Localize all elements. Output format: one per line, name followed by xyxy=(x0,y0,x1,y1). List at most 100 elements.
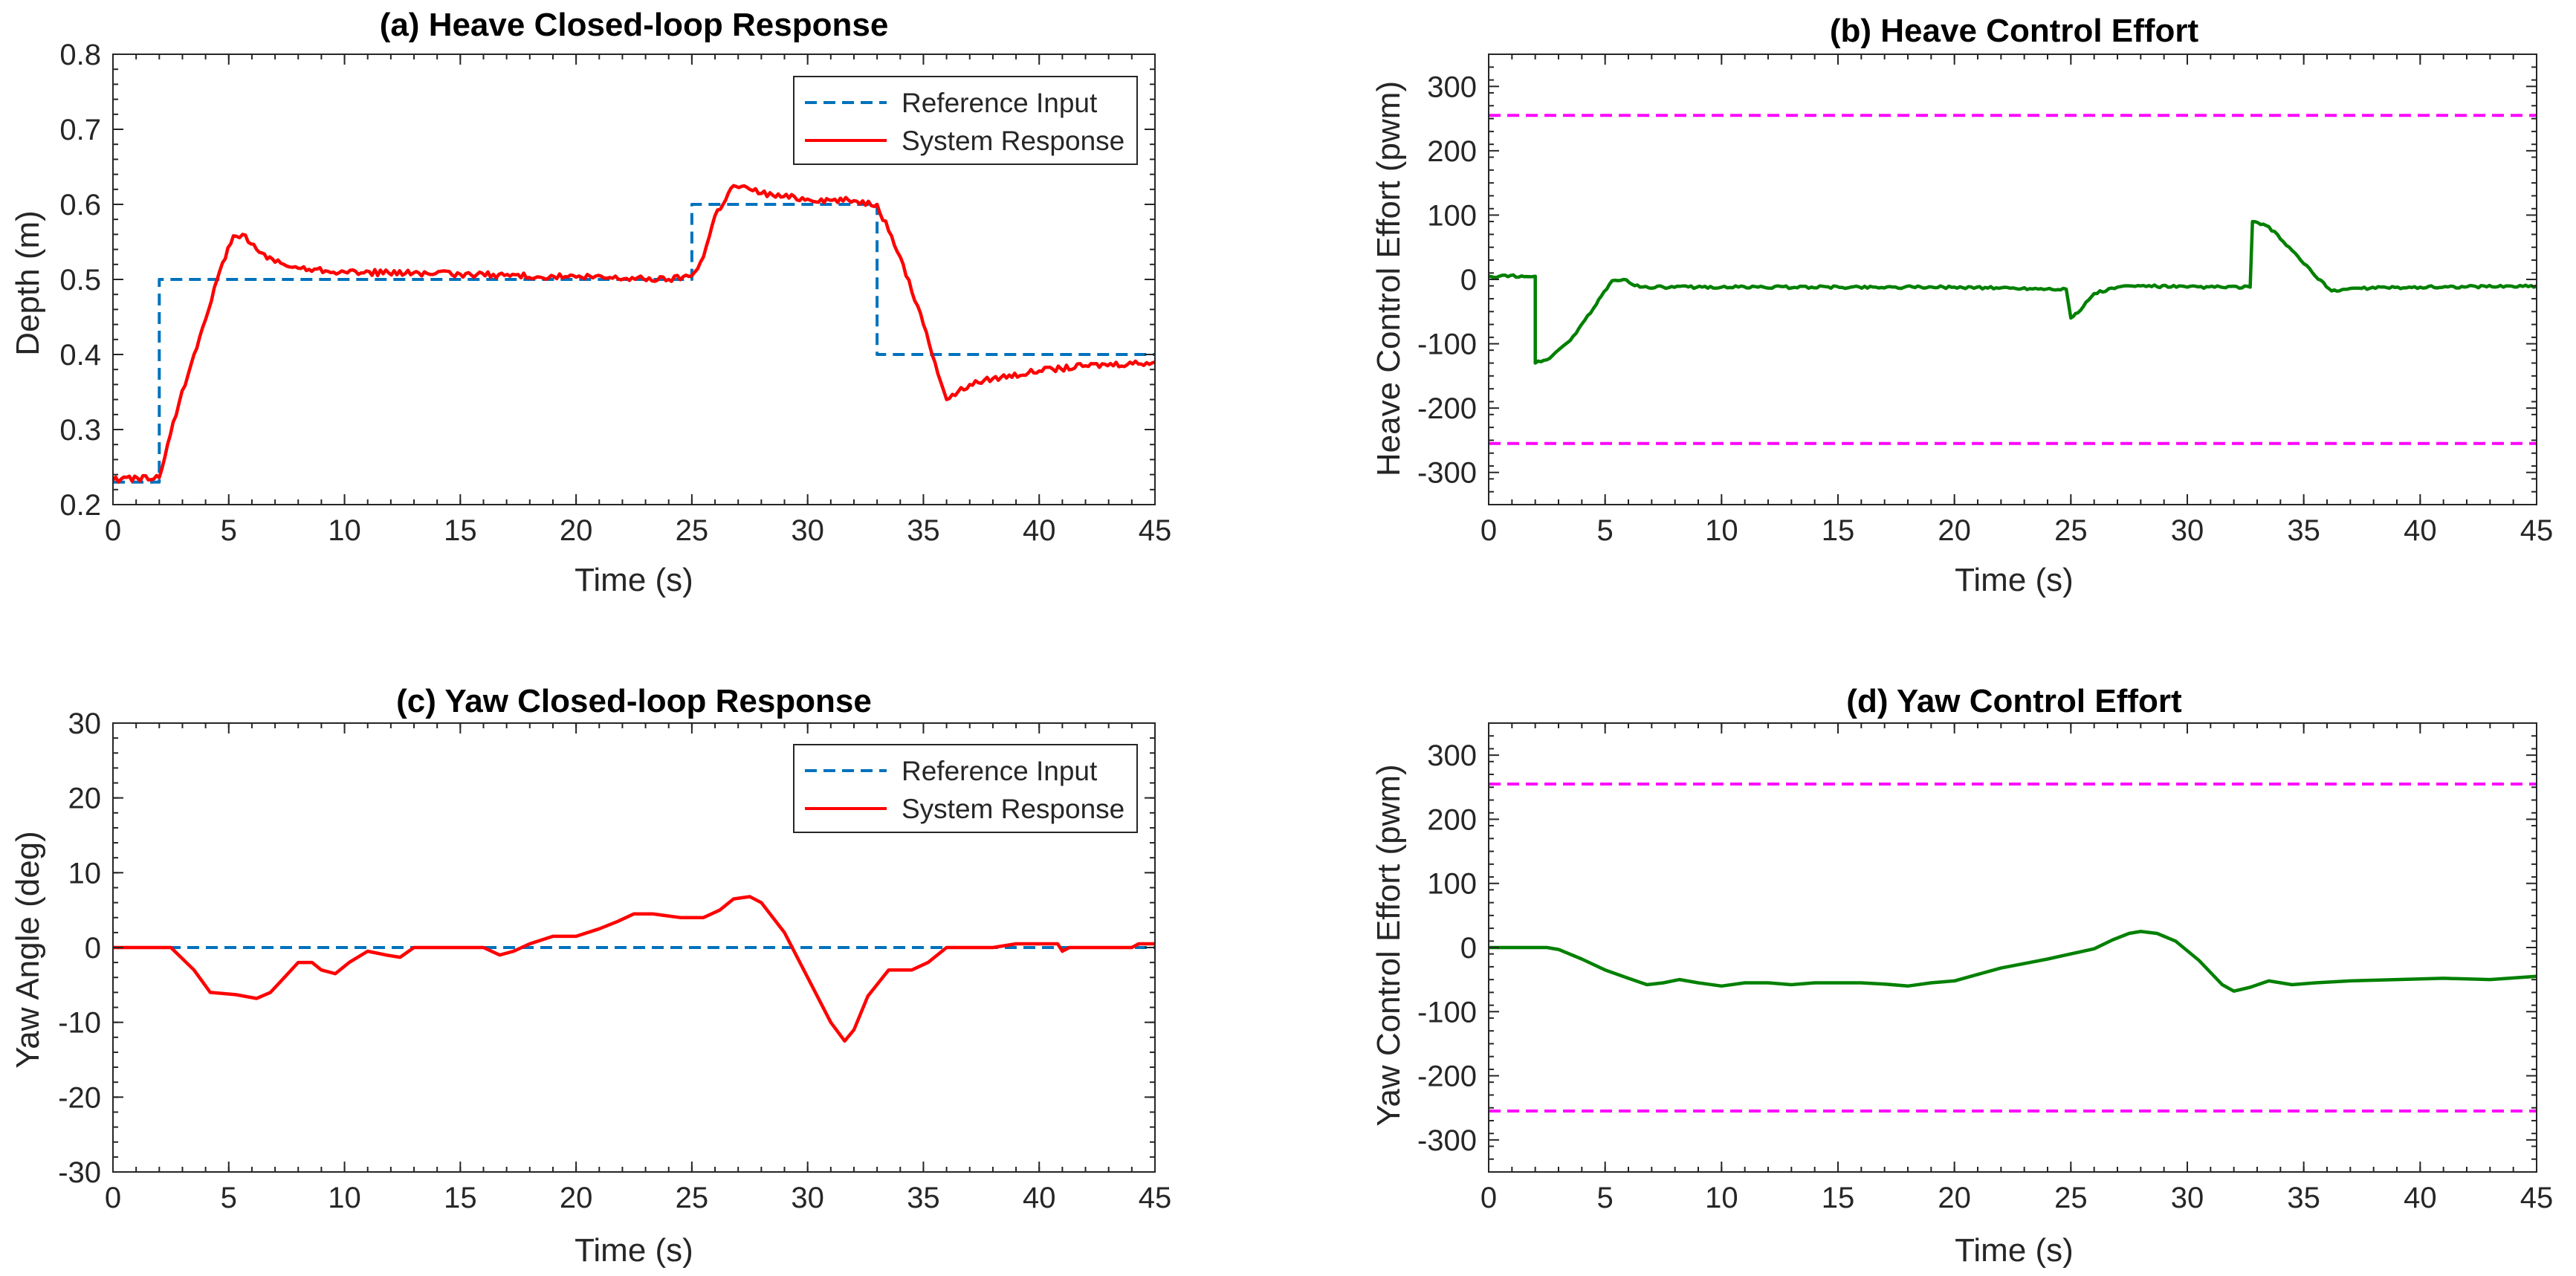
chart-a-tick-label-x: 10 xyxy=(328,514,361,547)
chart-a-plot: 0 5 10 15 20 25 30 35 40 45 0.2 0.3 0.4 0.5 0.6 0.7 0.8 xyxy=(59,39,1171,547)
chart-d-plot: 0 5 10 15 20 25 30 35 40 45 -300 -200 -100 0 100 200 300 xyxy=(1417,722,2554,1214)
chart-c-tick-label-x: 10 xyxy=(328,1182,361,1214)
chart-b-tick-label-y: 0 xyxy=(1460,264,1477,297)
chart-b-tick-label-x: 20 xyxy=(1938,514,1971,547)
chart-d-tick-label-x: 25 xyxy=(2054,1182,2088,1214)
chart-a-tick-label-y: 0.8 xyxy=(59,39,101,71)
chart-d-tick-label-y: -100 xyxy=(1417,996,1477,1029)
chart-b-xlabel: Time (s) xyxy=(1955,562,2074,598)
chart-d-tick-label-y: -200 xyxy=(1417,1060,1477,1093)
chart-c-tick-label-x: 5 xyxy=(221,1182,237,1214)
chart-d-tick-label-x: 5 xyxy=(1597,1182,1614,1214)
chart-d-tick-label-y: 0 xyxy=(1460,932,1477,965)
chart-a-tick-label-x: 25 xyxy=(676,514,709,547)
chart-d-tick-label-y: 200 xyxy=(1427,803,1477,836)
chart-c-tick-label-y: 30 xyxy=(68,707,102,740)
chart-a-tick-label-y: 0.6 xyxy=(59,189,101,221)
chart-d-tick-label-x: 40 xyxy=(2404,1182,2437,1214)
chart-b-plot: 0 5 10 15 20 25 30 35 40 45 -300 -200 -100 0 100 200 300 xyxy=(1417,54,2553,547)
chart-b-tick-label-x: 45 xyxy=(2520,514,2554,547)
chart-b-tick-label-x: 35 xyxy=(2287,514,2320,547)
chart-d-tick-label-x: 20 xyxy=(1938,1182,1971,1214)
chart-a-xlabel: Time (s) xyxy=(575,562,693,598)
chart-c-tick-label-x: 15 xyxy=(444,1182,477,1214)
chart-c-tick-label-x: 40 xyxy=(1023,1182,1056,1214)
chart-d-ylabel: Yaw Control Effort (pwm) xyxy=(1370,764,1407,1126)
chart-a-series-reference-input xyxy=(113,203,1155,484)
chart-c-tick-label-x: 25 xyxy=(676,1182,709,1214)
chart-a: (a) Heave Closed-loop Response Time (s) … xyxy=(10,7,1171,598)
chart-d-tick-label-x: 10 xyxy=(1705,1182,1738,1214)
chart-b-tick-label-x: 10 xyxy=(1705,514,1738,547)
chart-b-tick-label-x: 30 xyxy=(2171,514,2204,547)
chart-c-tick-label-y: -30 xyxy=(58,1156,101,1189)
chart-d-tick-label-y: -300 xyxy=(1417,1124,1477,1157)
chart-c-tick-label-x: 0 xyxy=(105,1182,121,1214)
chart-d-tick-label-y: 100 xyxy=(1427,868,1477,901)
chart-c-tick-label-y: 10 xyxy=(68,857,102,890)
chart-c: (c) Yaw Closed-loop Response Time (s) Ya… xyxy=(10,683,1171,1269)
chart-a-tick-label-x: 45 xyxy=(1139,514,1172,547)
chart-a-series-system-response xyxy=(113,184,1155,484)
chart-d-xlabel: Time (s) xyxy=(1955,1232,2074,1269)
chart-c-tick-label-y: -20 xyxy=(58,1081,101,1114)
chart-b-tick-label-y: 300 xyxy=(1427,71,1477,103)
chart-c-tick-label-x: 35 xyxy=(907,1182,940,1214)
chart-c-legend-box xyxy=(793,744,1138,833)
chart-a-legend: Reference Input System Response xyxy=(793,76,1138,165)
chart-b-tick-label-y: 200 xyxy=(1427,135,1477,168)
chart-a-tick-label-x: 40 xyxy=(1023,514,1056,547)
chart-a-tick-label-y: 0.4 xyxy=(59,339,101,372)
chart-c-tick-label-x: 45 xyxy=(1139,1182,1172,1214)
chart-c-ylabel: Yaw Angle (deg) xyxy=(10,831,46,1069)
chart-b-tick-label-x: 0 xyxy=(1480,514,1497,547)
chart-b-tick-label-x: 5 xyxy=(1597,514,1614,547)
chart-b-tick-label-y: -200 xyxy=(1417,392,1477,425)
chart-d-tick-label-x: 45 xyxy=(2520,1182,2554,1214)
chart-b-title: (b) Heave Control Effort xyxy=(1830,13,2199,49)
chart-d-plot-area xyxy=(1489,723,2537,1172)
chart-a-tick-label-y: 0.7 xyxy=(59,114,101,146)
chart-b-tick-label-y: -300 xyxy=(1417,457,1477,490)
chart-b-plot-area xyxy=(1489,54,2537,505)
chart-a-tick-label-x: 15 xyxy=(444,514,477,547)
chart-c-legend-response-label: System Response xyxy=(902,794,1124,824)
chart-b-series-control-effort xyxy=(1489,219,2537,365)
chart-a-title: (a) Heave Closed-loop Response xyxy=(380,7,889,43)
chart-d-tick-label-x: 35 xyxy=(2287,1182,2320,1214)
chart-c-tick-label-y: -10 xyxy=(58,1007,101,1040)
chart-b-tick-label-x: 25 xyxy=(2054,514,2088,547)
chart-c-legend: Reference Input System Response xyxy=(793,744,1138,833)
chart-d-tick-label-x: 30 xyxy=(2171,1182,2204,1214)
chart-b-tick-label-x: 15 xyxy=(1822,514,1855,547)
chart-c-tick-label-x: 20 xyxy=(560,1182,593,1214)
chart-c-legend-reference-label: Reference Input xyxy=(902,756,1098,786)
chart-a-tick-label-y: 0.5 xyxy=(59,264,101,297)
chart-d-tick-label-x: 0 xyxy=(1480,1182,1497,1214)
chart-a-tick-label-y: 0.3 xyxy=(59,414,101,447)
chart-b: (b) Heave Control Effort Time (s) Heave … xyxy=(1370,13,2553,598)
chart-c-title: (c) Yaw Closed-loop Response xyxy=(396,683,872,719)
chart-c-xlabel: Time (s) xyxy=(575,1232,693,1269)
chart-c-tick-label-y: 0 xyxy=(85,932,101,965)
chart-b-tick-label-x: 40 xyxy=(2404,514,2437,547)
chart-d-title: (d) Yaw Control Effort xyxy=(1846,683,2182,719)
chart-c-tick-label-x: 30 xyxy=(791,1182,824,1214)
chart-d-tick-label-x: 15 xyxy=(1822,1182,1855,1214)
chart-b-ylabel: Heave Control Effort (pwm) xyxy=(1370,81,1407,476)
chart-a-legend-box xyxy=(793,76,1138,165)
chart-d-series-control-effort xyxy=(1489,930,2537,993)
chart-c-series-system-response xyxy=(113,895,1155,1043)
chart-a-tick-label-y: 0.2 xyxy=(59,489,101,522)
chart-a-legend-response-label: System Response xyxy=(902,126,1124,156)
chart-a-tick-label-x: 5 xyxy=(221,514,237,547)
chart-a-tick-label-x: 30 xyxy=(791,514,824,547)
chart-a-ylabel: Depth (m) xyxy=(10,210,46,356)
chart-d-tick-label-y: 300 xyxy=(1427,739,1477,772)
chart-a-tick-label-x: 0 xyxy=(105,514,121,547)
chart-a-legend-reference-label: Reference Input xyxy=(902,88,1098,118)
chart-b-tick-label-y: -100 xyxy=(1417,328,1477,361)
chart-d: (d) Yaw Control Effort Time (s) Yaw Cont… xyxy=(1370,683,2553,1269)
chart-b-tick-label-y: 100 xyxy=(1427,199,1477,232)
